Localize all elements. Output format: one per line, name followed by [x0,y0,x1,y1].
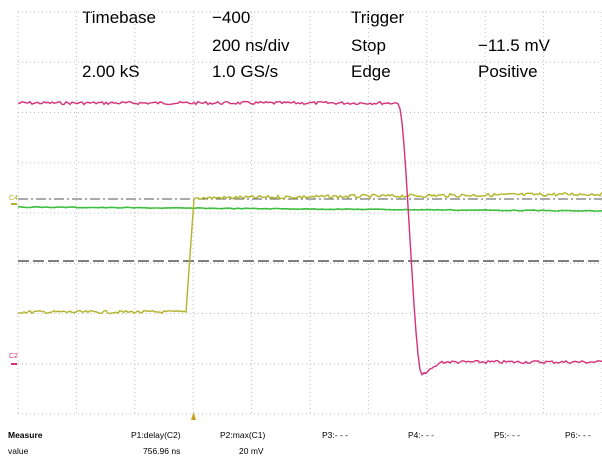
c2-channel-tag: C2 [9,353,18,360]
green-trace [17,205,602,213]
sample-rate: 1.0 GS/s [212,62,279,81]
timebase-scale: 200 ns/div [212,36,290,55]
timebase-delay: −400 [212,8,251,27]
p6-measure-label[interactable]: P6:- - - [565,430,591,440]
c4-ground-marker [11,203,17,205]
trigger-level: −11.5 mV [478,36,550,55]
scope-display [11,11,602,420]
p4-measure-label[interactable]: P4:- - - [408,430,434,440]
timebase-label: Timebase [82,8,157,27]
yellow-trace [17,191,602,315]
scope-grid [17,11,602,415]
p2-measure-label[interactable]: P2:max(C1) [220,430,266,440]
trigger-slope: Positive [478,62,538,81]
magenta-trace [17,100,602,376]
p1-measure-value: 756.96 ns [143,446,181,456]
p5-measure-label[interactable]: P5:- - - [494,430,520,440]
trigger-position-marker [191,412,196,420]
trigger-type: Edge [351,62,391,81]
trigger-label: Trigger [351,8,405,27]
c2-ground-marker [11,363,17,365]
c4-channel-tag: C4 [9,195,18,202]
value-row-header: value [8,446,29,456]
trigger-mode: Stop [351,36,386,55]
sample-count: 2.00 kS [82,62,140,81]
p3-measure-label[interactable]: P3:- - - [322,430,348,440]
measure-row-header: Measure [8,430,43,440]
p2-measure-value: 20 mV [239,446,264,456]
p1-measure-label[interactable]: P1:delay(C2) [131,430,181,440]
